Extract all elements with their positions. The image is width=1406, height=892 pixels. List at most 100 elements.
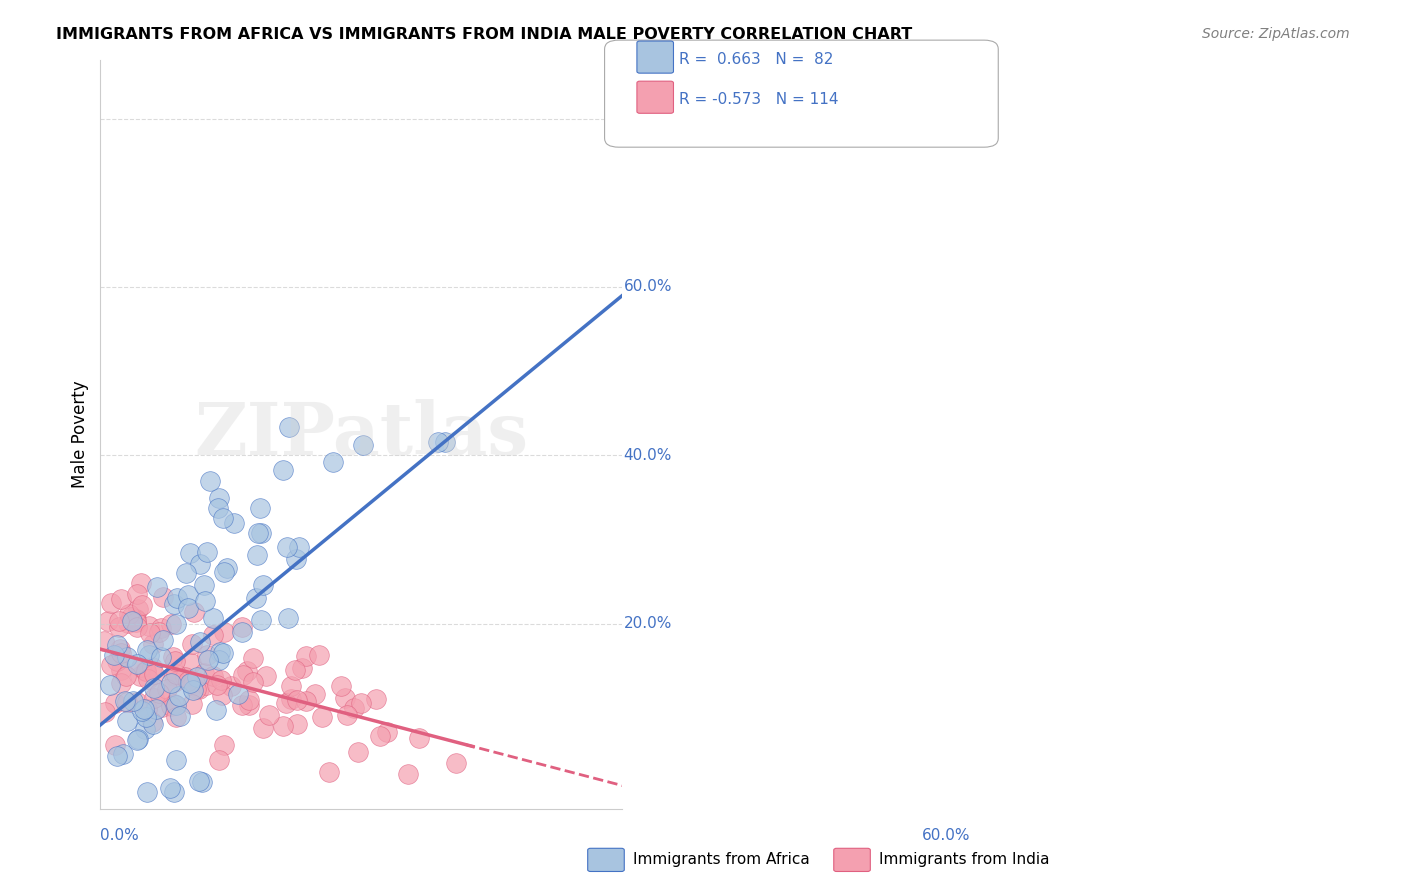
Text: Immigrants from India: Immigrants from India	[879, 853, 1049, 867]
Point	[271, 719, 294, 733]
Point	[202, 628, 225, 642]
Point	[232, 667, 254, 681]
Point	[135, 664, 157, 678]
Point	[142, 681, 165, 695]
Point	[165, 710, 187, 724]
Point	[122, 694, 145, 708]
Point	[322, 455, 344, 469]
Point	[179, 546, 201, 560]
Point	[177, 600, 200, 615]
Point	[183, 682, 205, 697]
Point	[118, 607, 141, 621]
Point	[219, 679, 242, 693]
Point	[333, 690, 356, 705]
Point	[231, 698, 253, 712]
Point	[231, 625, 253, 640]
Point	[165, 753, 187, 767]
Point	[202, 611, 225, 625]
Text: 0.0%: 0.0%	[100, 828, 139, 843]
Point	[131, 659, 153, 673]
Point	[190, 558, 212, 572]
Point	[152, 633, 174, 648]
Point	[148, 625, 170, 640]
Point	[285, 551, 308, 566]
Point	[152, 590, 174, 604]
Point	[160, 616, 183, 631]
Point	[408, 731, 430, 746]
Point	[250, 526, 273, 541]
Point	[242, 675, 264, 690]
Point	[211, 511, 233, 525]
Point	[142, 667, 165, 681]
Point	[179, 676, 201, 690]
Point	[180, 657, 202, 671]
Point	[141, 659, 163, 673]
Point	[125, 695, 148, 709]
Point	[291, 661, 314, 675]
Point	[131, 598, 153, 612]
Y-axis label: Male Poverty: Male Poverty	[72, 381, 89, 488]
Point	[200, 474, 222, 488]
Point	[105, 654, 128, 668]
Point	[347, 745, 370, 759]
Point	[274, 696, 297, 710]
Point	[141, 637, 163, 651]
Point	[368, 729, 391, 743]
Point	[110, 591, 132, 606]
Point	[135, 642, 157, 657]
Point	[121, 614, 143, 628]
Point	[150, 621, 173, 635]
Point	[138, 619, 160, 633]
Point	[254, 669, 277, 683]
Point	[195, 678, 218, 692]
Point	[236, 665, 259, 679]
Point	[145, 701, 167, 715]
Point	[150, 700, 173, 714]
Point	[115, 714, 138, 729]
Point	[177, 673, 200, 688]
Point	[131, 704, 153, 718]
Point	[191, 775, 214, 789]
Point	[181, 637, 204, 651]
Point	[231, 620, 253, 634]
Point	[156, 682, 179, 697]
Point	[276, 540, 298, 554]
Point	[110, 646, 132, 660]
Text: 60.0%: 60.0%	[922, 828, 970, 843]
Point	[132, 702, 155, 716]
Point	[97, 615, 120, 629]
Point	[180, 697, 202, 711]
Point	[136, 702, 159, 716]
Point	[434, 434, 457, 449]
Point	[183, 605, 205, 619]
Point	[174, 566, 197, 581]
Point	[163, 669, 186, 683]
Point	[217, 561, 239, 575]
Point	[141, 715, 163, 730]
Point	[336, 708, 359, 723]
Point	[287, 693, 309, 707]
Point	[187, 681, 209, 696]
Point	[211, 688, 233, 702]
Point	[160, 699, 183, 714]
Point	[205, 678, 228, 692]
Text: R =  0.663   N =  82: R = 0.663 N = 82	[679, 53, 834, 67]
Point	[257, 707, 280, 722]
Point	[330, 679, 353, 693]
Point	[186, 670, 208, 684]
Point	[93, 634, 115, 648]
Text: Source: ZipAtlas.com: Source: ZipAtlas.com	[1202, 27, 1350, 41]
Point	[252, 721, 274, 735]
Point	[427, 435, 450, 450]
Text: 20.0%: 20.0%	[623, 616, 672, 632]
Point	[174, 670, 197, 684]
Text: 80.0%: 80.0%	[623, 111, 672, 126]
Point	[444, 756, 467, 770]
Point	[125, 657, 148, 672]
Point	[177, 588, 200, 602]
Point	[142, 716, 165, 731]
Point	[135, 710, 157, 724]
Point	[125, 612, 148, 626]
Point	[280, 679, 302, 693]
Point	[197, 653, 219, 667]
